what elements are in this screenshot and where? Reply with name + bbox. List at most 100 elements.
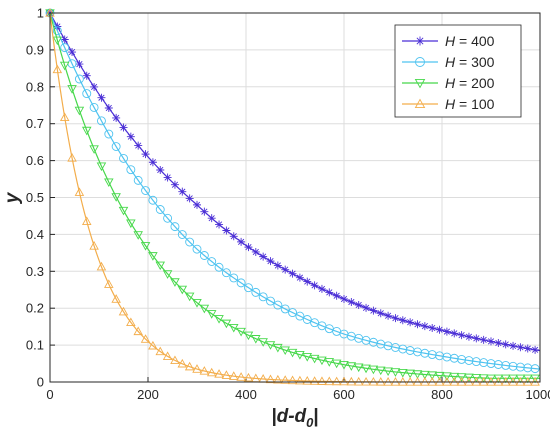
series-marker xyxy=(266,296,275,306)
series-marker xyxy=(81,126,92,136)
series-marker xyxy=(199,251,209,260)
series-marker xyxy=(391,314,400,323)
series-marker xyxy=(493,360,503,369)
series-marker xyxy=(456,373,467,382)
series-marker xyxy=(155,205,165,214)
series-marker xyxy=(112,113,121,122)
series-marker xyxy=(478,374,489,383)
series-marker xyxy=(369,306,378,315)
series-marker xyxy=(265,341,276,350)
series-marker xyxy=(111,142,121,151)
series-marker xyxy=(265,374,276,384)
x-tick-label: 400 xyxy=(235,387,257,402)
series-marker xyxy=(243,372,254,382)
series-marker xyxy=(67,85,77,94)
series-marker xyxy=(464,373,474,383)
x-axis-label: |d-d0| xyxy=(271,406,318,430)
series-marker xyxy=(119,153,128,163)
y-tick-label: 0.7 xyxy=(26,116,44,131)
series-marker xyxy=(177,230,187,239)
series-0 xyxy=(46,9,541,354)
series-marker xyxy=(523,363,533,373)
series-marker xyxy=(111,193,121,202)
series-marker xyxy=(236,278,246,288)
series-marker xyxy=(184,361,195,371)
series-marker xyxy=(207,214,216,223)
series-marker xyxy=(340,294,348,303)
series-marker xyxy=(331,359,342,369)
series-marker xyxy=(295,350,305,360)
series-marker xyxy=(471,374,482,383)
series-marker xyxy=(67,153,77,162)
series-marker xyxy=(74,187,85,196)
series-marker xyxy=(406,318,415,327)
series-marker xyxy=(133,231,143,240)
series-marker xyxy=(339,376,349,386)
series-marker xyxy=(251,335,261,344)
series-marker xyxy=(141,150,150,159)
series-marker xyxy=(118,206,129,216)
series-marker xyxy=(471,357,481,367)
series-marker xyxy=(104,178,114,188)
series-marker xyxy=(288,269,297,278)
legend-marker xyxy=(414,78,426,89)
series-marker xyxy=(354,301,363,310)
series-marker xyxy=(353,363,364,373)
series-marker xyxy=(60,35,69,44)
series-marker xyxy=(52,64,63,74)
series-marker xyxy=(303,277,312,286)
series-marker xyxy=(302,376,313,385)
series-marker xyxy=(229,273,239,283)
series-marker xyxy=(266,257,275,266)
series-marker xyxy=(361,376,371,386)
series-marker xyxy=(104,103,113,112)
series-marker xyxy=(170,278,180,287)
series-marker xyxy=(317,356,327,366)
series-marker xyxy=(295,375,305,385)
series-marker xyxy=(192,244,202,254)
series-marker xyxy=(237,237,246,246)
series-marker xyxy=(280,346,290,356)
series-marker xyxy=(60,43,70,53)
series-marker xyxy=(427,350,437,359)
series-marker xyxy=(104,129,114,139)
series-marker xyxy=(177,285,188,295)
series-marker xyxy=(523,344,532,353)
series-marker xyxy=(353,376,364,386)
series-marker xyxy=(74,106,85,116)
series-marker xyxy=(346,362,357,371)
series-marker xyxy=(185,194,194,203)
series-marker xyxy=(368,365,379,375)
series-marker xyxy=(531,345,540,354)
series-marker xyxy=(309,376,320,385)
series-marker xyxy=(126,219,136,229)
series-marker xyxy=(89,102,99,112)
series-marker xyxy=(486,359,496,368)
series-marker xyxy=(383,367,393,377)
series-marker xyxy=(258,338,268,347)
series-marker xyxy=(228,323,239,333)
legend-label: H = 200 xyxy=(445,75,495,91)
series-marker xyxy=(199,366,210,375)
series-marker xyxy=(59,112,70,122)
series-marker xyxy=(177,358,188,368)
series-marker xyxy=(273,343,283,353)
series-marker xyxy=(450,329,459,338)
x-tick-label: 600 xyxy=(333,387,355,402)
series-line xyxy=(49,12,540,379)
series-marker xyxy=(434,371,445,381)
series-marker xyxy=(273,261,282,270)
series-marker xyxy=(141,186,151,195)
y-tick-label: 0.8 xyxy=(26,79,44,94)
series-marker xyxy=(442,327,451,336)
legend-marker xyxy=(414,98,426,109)
series-marker xyxy=(509,341,518,350)
series-marker xyxy=(148,195,158,205)
series-marker xyxy=(59,61,70,71)
y-tick-label: 0.9 xyxy=(26,42,44,57)
series-marker xyxy=(486,374,496,384)
series-marker xyxy=(361,364,371,374)
series-marker xyxy=(390,368,401,377)
series-marker xyxy=(251,247,260,256)
series-marker xyxy=(332,291,341,300)
